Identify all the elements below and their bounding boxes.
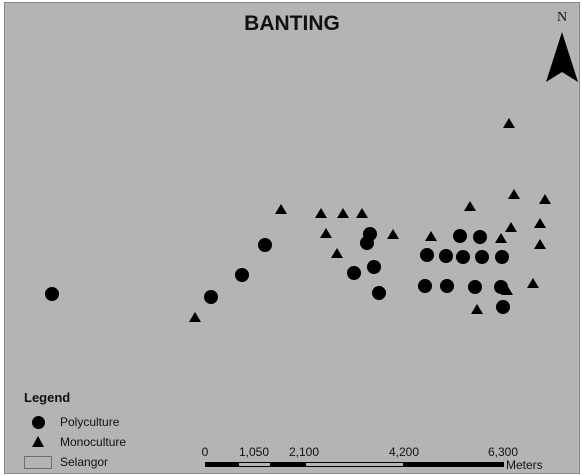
monoculture-point: [315, 208, 327, 218]
monoculture-point: [539, 194, 551, 204]
polyculture-point: [367, 260, 381, 274]
monoculture-point: [464, 201, 476, 211]
polyculture-point: [347, 266, 361, 280]
filled-triangle-icon: [32, 436, 44, 447]
polyculture-point: [473, 230, 487, 244]
legend-item-polyculture: Polyculture: [24, 413, 194, 433]
monoculture-point: [337, 208, 349, 218]
monoculture-point: [387, 229, 399, 239]
polyculture-point: [456, 250, 470, 264]
monoculture-point: [534, 218, 546, 228]
polyculture-point: [439, 249, 453, 263]
monoculture-point: [189, 312, 201, 322]
legend-label: Monoculture: [60, 435, 127, 449]
filled-circle-icon: [32, 416, 45, 429]
monoculture-points: [189, 118, 551, 322]
monoculture-point: [508, 189, 520, 199]
gray-rectangle-icon: [24, 456, 52, 469]
monoculture-point: [356, 208, 368, 218]
polyculture-point: [496, 300, 510, 314]
polyculture-point: [204, 290, 218, 304]
monoculture-point: [320, 228, 332, 238]
polyculture-point: [418, 279, 432, 293]
legend-label: Polyculture: [60, 415, 120, 429]
polyculture-point: [440, 279, 454, 293]
map-title: BANTING: [244, 12, 340, 35]
legend-label: Selangor: [60, 455, 109, 469]
polyculture-point: [45, 287, 59, 301]
legend-title: Legend: [24, 390, 71, 405]
monoculture-point: [471, 304, 483, 314]
monoculture-point: [501, 285, 513, 295]
monoculture-point: [503, 118, 515, 128]
polyculture-point: [360, 236, 374, 250]
polyculture-point: [258, 238, 272, 252]
polyculture-point: [453, 229, 467, 243]
polyculture-point: [475, 250, 489, 264]
legend: Legend Polyculture Monoculture Selangor: [24, 390, 194, 473]
polyculture-point: [495, 250, 509, 264]
polyculture-point: [235, 268, 249, 282]
monoculture-point: [534, 239, 546, 249]
polyculture-point: [468, 280, 482, 294]
monoculture-point: [527, 278, 539, 288]
legend-item-monoculture: Monoculture: [24, 433, 194, 453]
monoculture-point: [275, 204, 287, 214]
monoculture-point: [505, 222, 517, 232]
monoculture-point: [495, 233, 507, 243]
polyculture-point: [420, 248, 434, 262]
polyculture-points: [45, 227, 510, 314]
north-label: N: [556, 10, 568, 25]
polyculture-point: [372, 286, 386, 300]
monoculture-point: [425, 231, 437, 241]
north-arrow: N: [546, 10, 578, 82]
legend-item-selangor: Selangor: [24, 453, 194, 473]
north-arrow-icon: [546, 32, 578, 82]
monoculture-point: [331, 248, 343, 258]
